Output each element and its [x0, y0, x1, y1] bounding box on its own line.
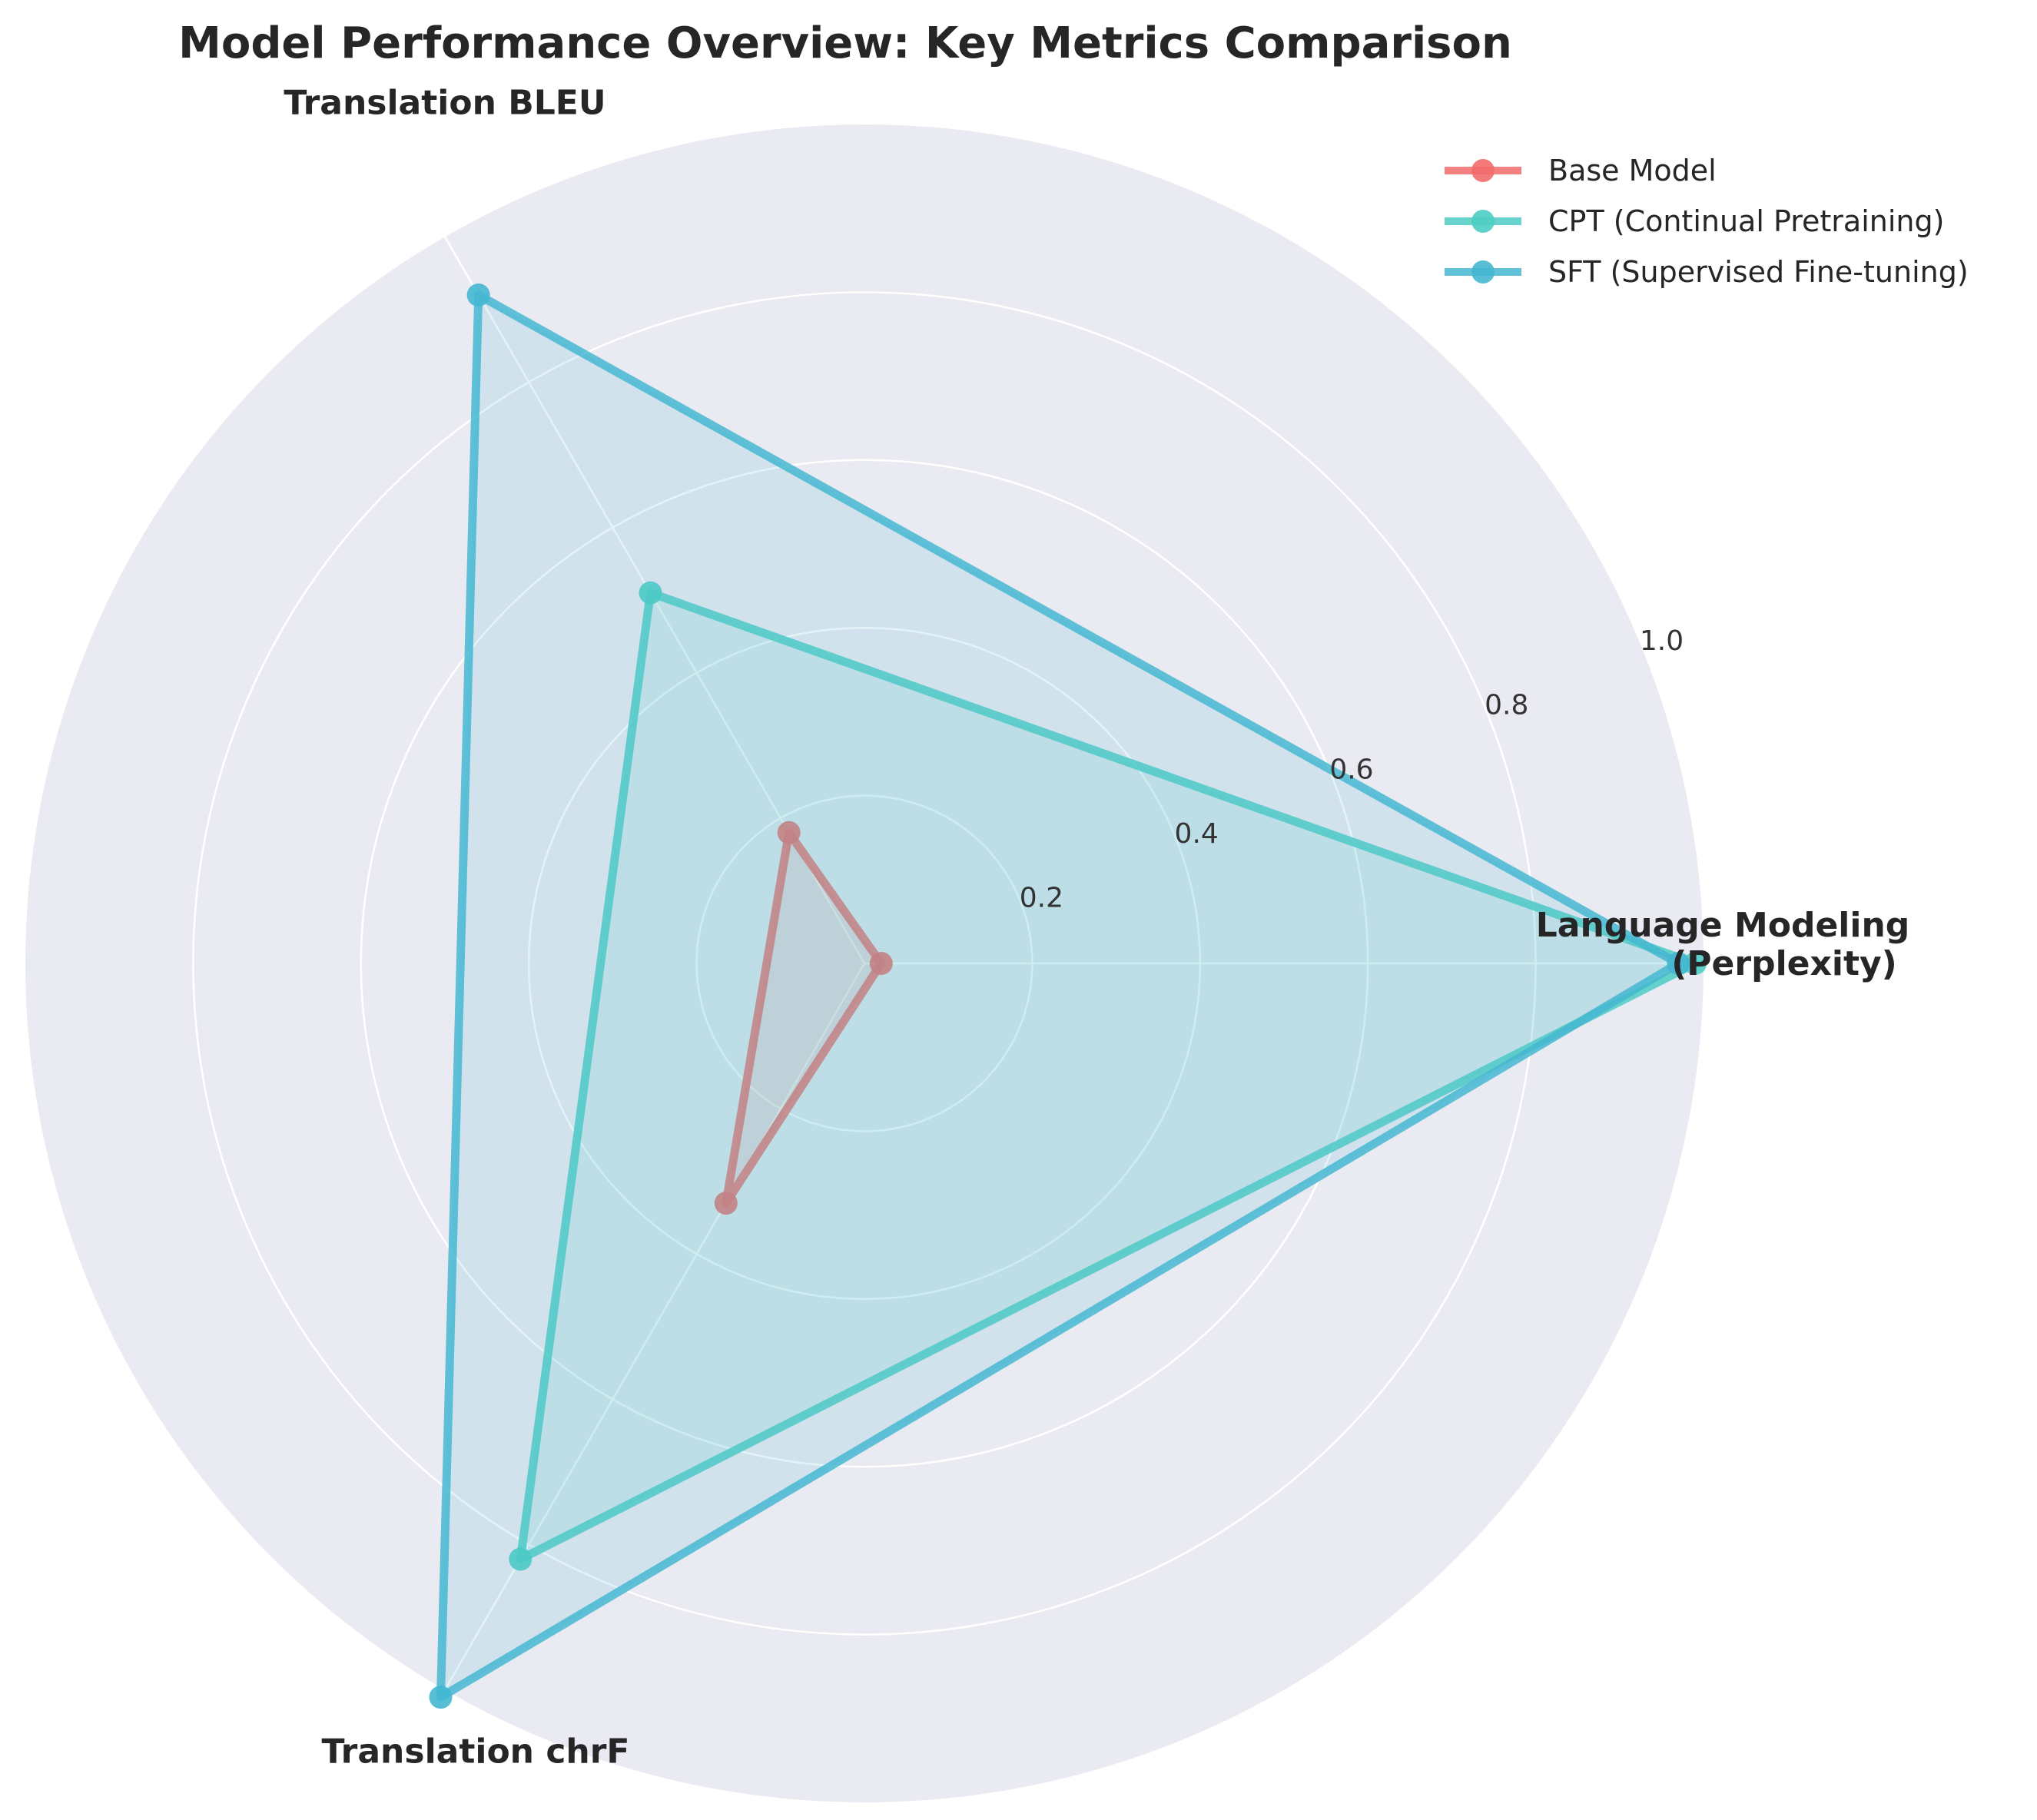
legend-marker	[1471, 210, 1495, 233]
legend: Base Model CPT (Continual Pretraining) SFT…	[1445, 154, 1969, 289]
label-layer: 0.2 0.4 0.6 0.8 1.0 Language Modeling (Perplex…	[284, 83, 1909, 1771]
radial-tick-label: 0.8	[1485, 690, 1528, 721]
data-point	[639, 581, 662, 605]
data-point	[1684, 952, 1707, 975]
axis-label: Translation BLEU	[284, 83, 605, 122]
series-line	[436, 290, 1683, 1702]
data-point	[777, 820, 801, 844]
legend-label: SFT (Supervised Fine-tuning)	[1548, 255, 1969, 289]
radial-tick-label: 1.0	[1640, 625, 1684, 657]
series-line	[722, 828, 886, 1208]
radial-tick-label: 0.2	[1020, 882, 1063, 913]
series-line	[516, 588, 1700, 1563]
data-point	[466, 283, 490, 307]
data-point	[509, 1547, 532, 1571]
data-point	[1667, 952, 1690, 975]
chart-title: Model Performance Overview: Key Metrics …	[178, 18, 1512, 68]
radial-tick-label: 0.6	[1329, 754, 1373, 785]
axis-label: Translation chrF	[321, 1732, 629, 1772]
radial-tick-label: 0.4	[1175, 818, 1219, 850]
legend-label: Base Model	[1548, 154, 1717, 187]
data-point	[869, 952, 893, 975]
series-layer	[429, 283, 1707, 1709]
legend-label: CPT (Continual Pretraining)	[1548, 204, 1944, 238]
series-fill	[725, 832, 881, 1204]
axis-label: Language Modeling (Perplexity)	[1536, 906, 1910, 983]
series-fill	[440, 295, 1679, 1698]
data-point	[429, 1686, 453, 1709]
series-fill	[520, 592, 1696, 1560]
data-point	[714, 1192, 738, 1215]
legend-marker	[1471, 260, 1495, 283]
legend-marker	[1471, 159, 1495, 182]
